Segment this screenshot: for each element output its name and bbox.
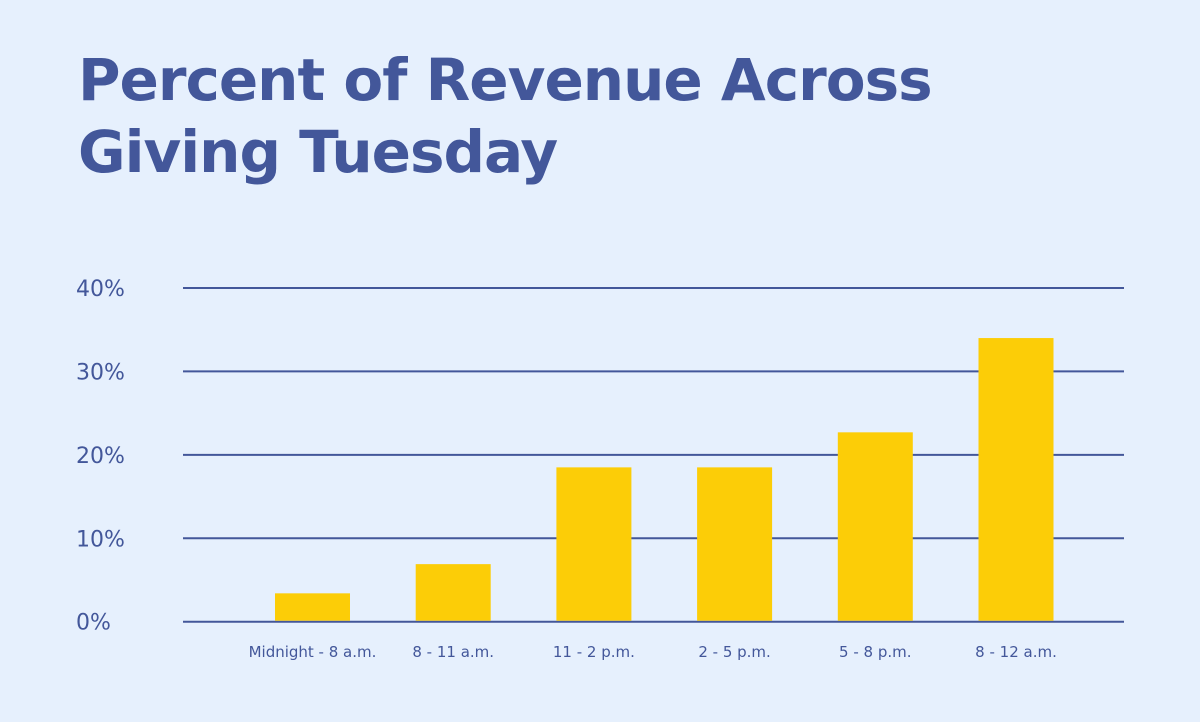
y-tick-label: 20% [76, 444, 125, 469]
chart-title: Percent of Revenue Across Giving Tuesday [78, 46, 933, 186]
x-tick-label: 11 - 2 p.m. [553, 643, 635, 661]
y-tick-label: 30% [76, 360, 125, 385]
bar [556, 467, 632, 621]
bar [978, 338, 1054, 621]
bar [697, 467, 773, 621]
bar [837, 432, 913, 621]
bar [415, 564, 491, 621]
y-tick-label: 0% [76, 611, 111, 636]
x-tick-label: 8 - 12 a.m. [975, 643, 1057, 661]
y-tick-label: 40% [76, 277, 125, 302]
x-tick-label: 8 - 11 a.m. [412, 643, 494, 661]
x-tick-label: 2 - 5 p.m. [698, 643, 770, 661]
bar [275, 593, 350, 621]
x-tick-label: 5 - 8 p.m. [839, 643, 911, 661]
x-tick-label: Midnight - 8 a.m. [249, 643, 377, 661]
y-tick-label: 10% [76, 527, 125, 552]
